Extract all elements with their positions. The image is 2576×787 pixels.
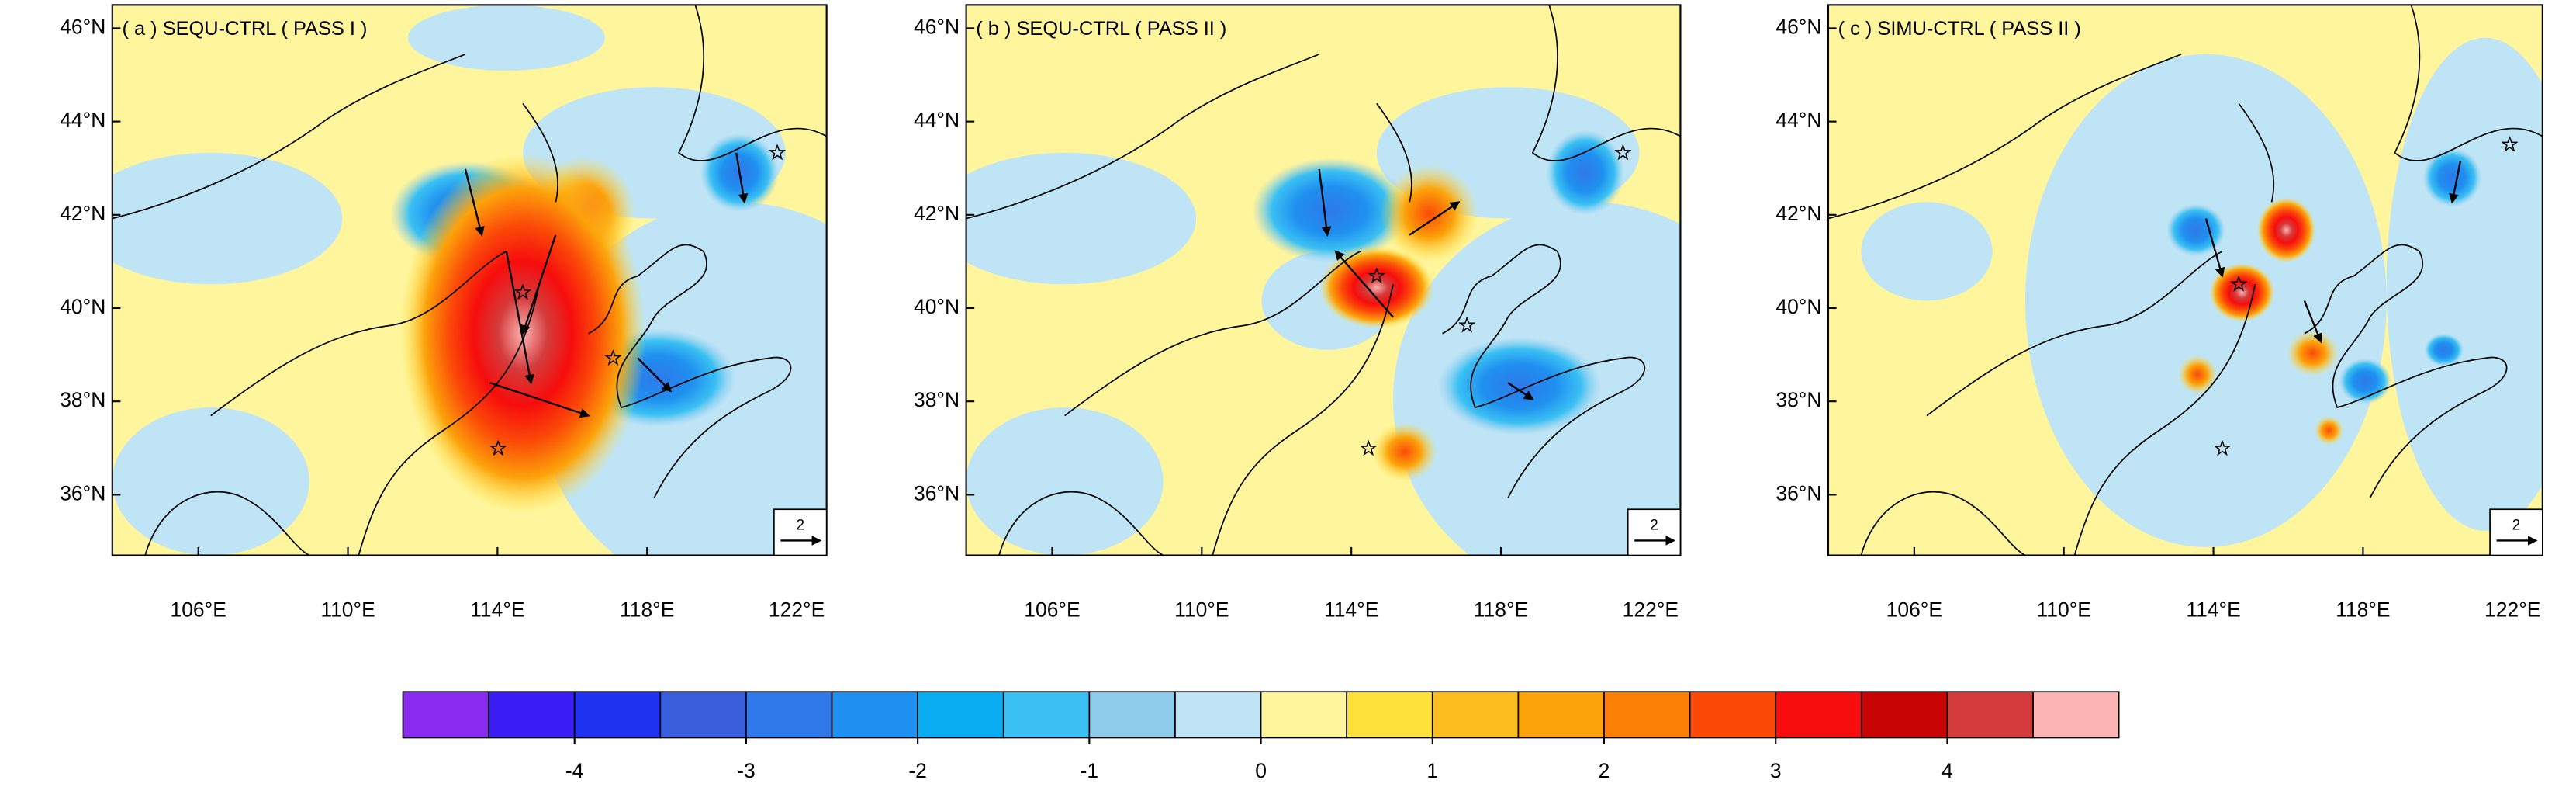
colorbar-swatch [917,691,1004,739]
y-tick-label: 38°N [1776,388,1821,411]
colorbar-tick-label: 1 [1426,759,1438,782]
colorbar-swatch [659,691,747,739]
y-tick-label: 46°N [914,15,960,38]
panel-frame [111,4,828,556]
y-tick-label: 44°N [914,109,960,132]
colorbar-tick-label: 0 [1255,759,1267,782]
x-tick-label: 114°E [470,598,524,621]
y-tick-label: 44°N [1776,109,1821,132]
y-tick-label: 42°N [914,202,960,225]
ref-vector-label: 2 [2512,517,2521,533]
y-tick-label: 38°N [60,388,105,411]
x-tick-label: 110°E [320,598,375,621]
x-tick-label: 106°E [1024,598,1080,621]
colorbar-tick-label: 4 [1942,759,1953,782]
x-tick-label: 118°E [1474,598,1528,621]
colorbar-swatch [1603,691,1691,739]
y-tick-label: 36°N [914,481,960,504]
panel-frame [1827,4,2543,556]
colorbar-tick-label: -2 [908,759,927,782]
y-tick-label: 38°N [914,388,960,411]
x-tick-label: 118°E [2336,598,2390,621]
y-tick-label: 40°N [1776,295,1821,318]
y-tick-label: 36°N [60,481,105,504]
ref-vector-box [1627,508,1682,556]
colorbar-tick-label: 3 [1770,759,1782,782]
y-tick-label: 42°N [1776,202,1821,225]
colorbar-tick-label: -1 [1081,759,1099,782]
colorbar-swatch [745,691,833,739]
x-tick-label: 122°E [2484,598,2540,621]
colorbar-swatch [1946,691,2034,739]
y-tick-label: 40°N [914,295,960,318]
colorbar-tick-label: -4 [565,759,584,782]
x-tick-label: 118°E [620,598,674,621]
colorbar-swatch [1260,691,1348,739]
colorbar-swatch [1431,691,1520,739]
y-tick-label: 44°N [60,109,105,132]
colorbar-swatch [573,691,662,739]
x-tick-label: 114°E [1324,598,1378,621]
ref-vector-box [773,508,828,556]
field-b [966,5,1681,556]
ref-vector-label: 2 [796,517,804,533]
x-tick-label: 122°E [769,598,825,621]
ref-vector-label: 2 [1650,517,1658,533]
colorbar-swatch [831,691,918,739]
x-tick-label: 106°E [171,598,226,621]
ref-vector-box [2489,508,2543,556]
x-tick-label: 122°E [1623,598,1679,621]
field-c [1827,5,2543,556]
colorbar-swatch [1775,691,1862,739]
colorbar-swatch [1002,691,1091,739]
colorbar-tick-label: -3 [737,759,756,782]
y-tick-label: 42°N [60,202,105,225]
colorbar-swatch [1860,691,1948,739]
colorbar-swatch [402,691,489,739]
x-tick-label: 114°E [2186,598,2240,621]
y-tick-label: 36°N [1776,481,1821,504]
y-tick-label: 40°N [60,295,105,318]
panel-title: ( a ) SEQU-CTRL ( PASS I ) [122,18,367,40]
colorbar-swatch [1174,691,1262,739]
x-tick-label: 110°E [1174,598,1229,621]
field-a [112,5,827,556]
colorbar-swatch [1689,691,1777,739]
colorbar-swatch [488,691,576,739]
colorbar-tick-label: 2 [1599,759,1610,782]
colorbar-swatch [1517,691,1605,739]
y-tick-label: 46°N [60,15,105,38]
colorbar-swatch [2032,691,2120,739]
x-tick-label: 110°E [2036,598,2090,621]
panel-title: ( b ) SEQU-CTRL ( PASS II ) [976,18,1226,40]
colorbar-swatch [1346,691,1433,739]
x-tick-label: 106°E [1886,598,1942,621]
panel-title: ( c ) SIMU-CTRL ( PASS II ) [1838,18,2081,40]
colorbar-swatch [1088,691,1176,739]
panel-frame [965,4,1682,556]
y-tick-label: 46°N [1776,15,1821,38]
